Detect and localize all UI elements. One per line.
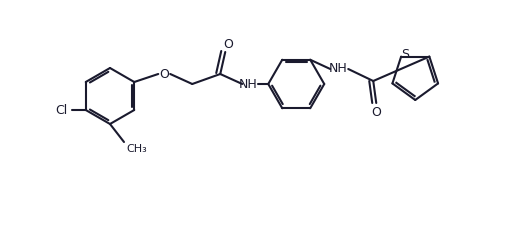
Text: O: O: [160, 67, 169, 80]
Text: S: S: [401, 48, 409, 61]
Text: NH: NH: [329, 62, 348, 76]
Text: CH₃: CH₃: [126, 144, 147, 154]
Text: O: O: [223, 37, 233, 51]
Text: Cl: Cl: [56, 103, 68, 117]
Text: NH: NH: [239, 77, 258, 91]
Text: O: O: [372, 106, 381, 120]
